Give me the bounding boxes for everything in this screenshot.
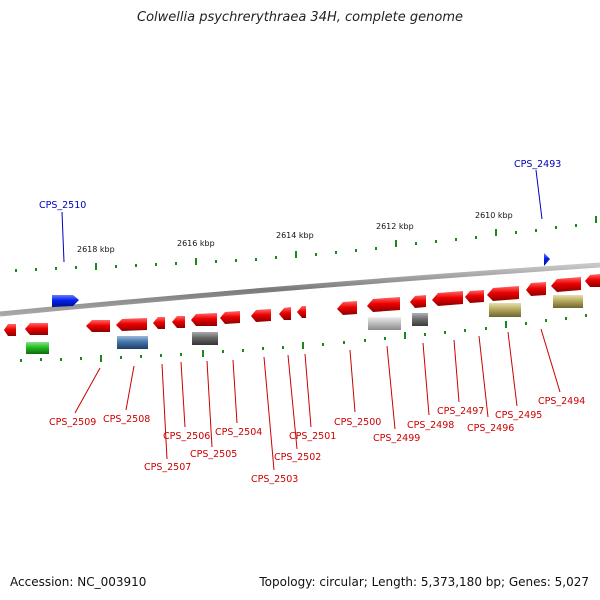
leader-cps-2493 <box>535 169 543 220</box>
gene-red-8[interactable] <box>220 311 240 324</box>
gene-olive-1[interactable] <box>489 303 521 317</box>
label-cps-2497: CPS_2497 <box>437 406 484 417</box>
gene-red-19[interactable] <box>551 277 581 292</box>
gene-steelblue[interactable] <box>117 336 148 349</box>
label-cps-2506: CPS_2506 <box>163 431 210 442</box>
gene-red-5[interactable] <box>153 317 165 329</box>
gene-red-6[interactable] <box>172 316 185 328</box>
label-cps-2505: CPS_2505 <box>190 449 237 460</box>
gene-red-2[interactable] <box>25 323 48 335</box>
label-cps-2498: CPS_2498 <box>407 420 454 431</box>
label-cps-2500: CPS_2500 <box>334 417 381 428</box>
gene-lightgray[interactable] <box>368 317 401 330</box>
reverse-leaders <box>74 328 561 471</box>
label-cps-2499: CPS_2499 <box>373 433 420 444</box>
gene-red-13[interactable] <box>367 297 400 312</box>
gene-red-15[interactable] <box>432 291 463 306</box>
gene-darkgray[interactable] <box>412 313 428 326</box>
accession-text: Accession: NC_003910 <box>10 575 147 589</box>
label-cps-2494: CPS_2494 <box>538 396 585 407</box>
genome-title: Colwellia psychrerythraea 34H, complete … <box>137 10 463 25</box>
gene-red-17[interactable] <box>487 286 519 301</box>
kbp-label-2618: 2618 kbp <box>77 245 115 254</box>
reverse-genes <box>4 274 600 336</box>
label-cps-2501: CPS_2501 <box>289 431 336 442</box>
gene-red-12[interactable] <box>337 301 357 315</box>
kbp-label-2612: 2612 kbp <box>376 222 414 231</box>
genome-backbone <box>0 262 600 317</box>
gene-red-11[interactable] <box>297 306 306 318</box>
label-cps-2507: CPS_2507 <box>144 462 191 473</box>
label-cps-2510: CPS_2510 <box>39 200 86 211</box>
leader-cps-2510 <box>61 211 65 263</box>
gene-red-10[interactable] <box>279 307 291 320</box>
gene-cps-2510[interactable] <box>52 295 79 307</box>
label-cps-2504: CPS_2504 <box>215 427 262 438</box>
label-cps-2503: CPS_2503 <box>251 474 298 485</box>
gene-red-9[interactable] <box>251 309 271 322</box>
label-cps-2495: CPS_2495 <box>495 410 542 421</box>
gene-olive-2[interactable] <box>553 295 583 308</box>
gene-cps-2493[interactable] <box>544 253 550 266</box>
gene-red-16[interactable] <box>465 290 484 303</box>
gene-red-14[interactable] <box>410 295 426 308</box>
gene-gray[interactable] <box>192 332 218 345</box>
gene-green[interactable] <box>26 342 49 354</box>
label-cps-2509: CPS_2509 <box>49 417 96 428</box>
ruler-lower <box>20 314 587 362</box>
genome-info-text: Topology: circular; Length: 5,373,180 bp… <box>259 575 589 589</box>
gene-red-1[interactable] <box>4 324 16 336</box>
label-cps-2493: CPS_2493 <box>514 159 561 170</box>
label-cps-2496: CPS_2496 <box>467 423 514 434</box>
gene-red-3[interactable] <box>86 320 110 332</box>
kbp-label-2610: 2610 kbp <box>475 211 513 220</box>
ruler-upper <box>15 216 597 272</box>
kbp-label-2614: 2614 kbp <box>276 231 314 240</box>
gene-red-18[interactable] <box>526 282 546 296</box>
gene-red-20[interactable] <box>585 274 600 287</box>
gene-red-7[interactable] <box>191 313 217 326</box>
gene-red-4[interactable] <box>116 318 147 331</box>
label-cps-2502: CPS_2502 <box>274 452 321 463</box>
kbp-label-2616: 2616 kbp <box>177 239 215 248</box>
label-cps-2508: CPS_2508 <box>103 414 150 425</box>
